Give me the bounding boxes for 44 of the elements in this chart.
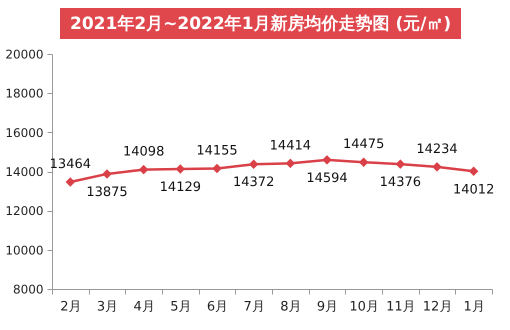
point	[176, 164, 186, 174]
data-label: 14376	[380, 175, 422, 190]
point	[102, 169, 112, 179]
x-tick-label: 6月	[206, 300, 228, 314]
y-tick-label: 20000	[5, 48, 44, 62]
point	[286, 158, 296, 168]
point	[212, 164, 222, 174]
x-tick-label: 1月	[464, 300, 485, 314]
data-label: 13464	[50, 156, 92, 172]
data-label: 14372	[232, 175, 274, 190]
point	[396, 159, 406, 169]
data-label: 14234	[416, 142, 458, 157]
x-tick-label: 5月	[170, 300, 192, 314]
point	[432, 162, 442, 172]
y-tick-label: 16000	[5, 126, 44, 140]
x-tick-label: 8月	[280, 300, 302, 314]
data-label: 13875	[86, 184, 128, 200]
point	[468, 166, 478, 176]
data-label: 14098	[122, 144, 164, 160]
point	[322, 155, 332, 165]
x-tick-label: 3月	[96, 300, 118, 314]
x-tick-label: 2月	[60, 300, 82, 314]
data-label: 14475	[342, 137, 384, 152]
data-label: 14414	[270, 138, 312, 154]
x-tick-label: 10月	[349, 300, 379, 314]
y-tick-label: 12000	[5, 204, 44, 218]
x-tick-label: 11月	[386, 300, 416, 314]
point	[66, 177, 76, 187]
point	[358, 157, 368, 167]
y-tick-label: 14000	[5, 165, 44, 179]
y-tick-label: 18000	[5, 86, 44, 101]
x-tick-label: 4月	[134, 300, 155, 314]
y-tick-label: 10000	[5, 243, 44, 258]
x-tick-label: 9月	[316, 300, 338, 314]
x-tick-label: 12月	[422, 300, 452, 314]
data-label: 14594	[306, 170, 348, 186]
x-tick-label: 7月	[244, 300, 265, 314]
data-label: 14129	[160, 180, 202, 195]
y-tick-label: 8000	[12, 282, 44, 296]
data-label: 14155	[196, 143, 238, 158]
point	[248, 159, 258, 169]
chart-title: 2021年2月~2022年1月新房均价走势图 (元/㎡)	[60, 8, 462, 39]
data-label: 14012	[452, 182, 494, 198]
point	[138, 164, 148, 174]
